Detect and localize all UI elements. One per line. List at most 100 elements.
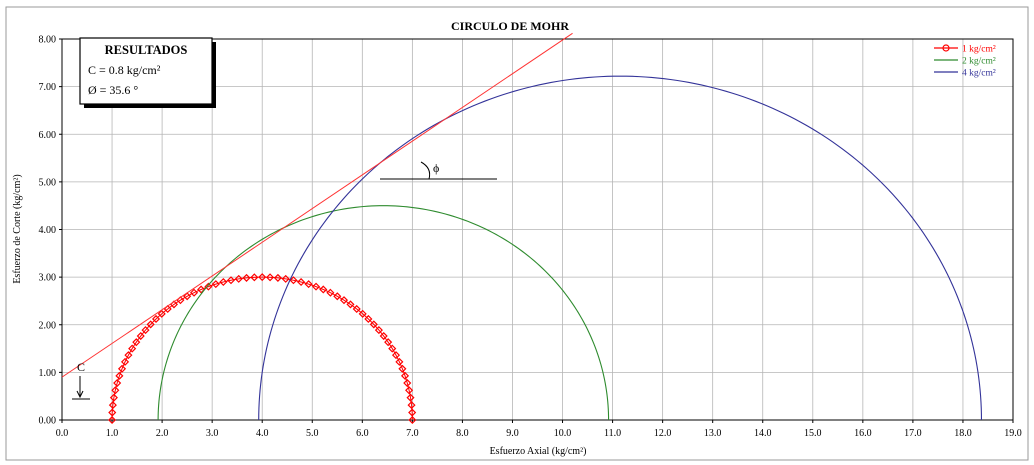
mohr-circle-2	[157, 205, 610, 421]
circle-1-marker	[111, 386, 120, 395]
failure-envelope-line	[61, 32, 573, 378]
circle-1-marker	[407, 401, 416, 410]
angle-annotation: ϕ	[380, 161, 497, 180]
legend-label-1: 1 kg/cm²	[962, 45, 996, 55]
circle-1-marker	[339, 296, 349, 305]
x-tick-label: 2.0	[156, 428, 169, 439]
circle-1-marker	[132, 338, 141, 347]
circle-1-marker	[304, 280, 313, 289]
x-tick-label: 1.0	[106, 428, 119, 439]
y-tick-label: 5.00	[39, 177, 57, 188]
x-tick-label: 9.0	[506, 428, 519, 439]
legend-label-2: 2 kg/cm²	[962, 57, 996, 67]
circle-1-marker	[189, 288, 199, 297]
circle-1-marker	[379, 331, 388, 341]
x-tick-label: 19.0	[1004, 428, 1022, 439]
results-cohesion: C = 0.8 kg/cm²	[88, 63, 161, 77]
circle-1-marker	[406, 393, 415, 402]
chart-title: CIRCULO DE MOHR	[451, 19, 569, 33]
circle-1-marker	[204, 282, 213, 291]
cohesion-label: C	[77, 360, 85, 374]
legend-label-3: 4 kg/cm²	[962, 69, 996, 79]
circle-1-marker	[273, 273, 282, 282]
x-tick-label: 16.0	[854, 428, 872, 439]
circle-1-marker	[113, 378, 122, 388]
circle-1-marker	[234, 274, 243, 283]
circle-1-marker	[388, 344, 397, 353]
y-tick-label: 4.00	[39, 225, 57, 236]
circle-1-marker	[333, 292, 342, 301]
results-box-title: RESULTADOS	[105, 43, 188, 57]
y-tick-label: 3.00	[39, 273, 57, 284]
x-tick-label: 17.0	[904, 428, 922, 439]
circle-1-marker	[311, 282, 321, 291]
cohesion-annotation: C	[72, 360, 90, 400]
y-tick-label: 0.00	[39, 416, 57, 427]
circle-1-marker	[352, 304, 361, 314]
circle-1-marker	[157, 309, 166, 318]
y-axis-ticks: 0.00 1.00 2.00 3.00 4.00 5.00 6.00 7.00 8.00	[39, 35, 62, 427]
circle-1-marker	[297, 277, 306, 287]
angle-arc	[420, 161, 431, 180]
circle-1-marker	[358, 309, 367, 318]
circle-1-marker	[117, 364, 127, 373]
circle-1-marker	[408, 408, 417, 417]
x-tick-label: 14.0	[754, 428, 772, 439]
circle-1-marker	[226, 276, 236, 285]
x-tick-label: 10.0	[554, 428, 572, 439]
circle-1-marker	[384, 338, 393, 347]
x-tick-label: 3.0	[206, 428, 219, 439]
y-tick-label: 1.00	[39, 368, 57, 379]
x-tick-label: 0.0	[56, 428, 69, 439]
circle-1-marker	[374, 326, 383, 335]
circle-1-marker	[405, 386, 414, 395]
circle-1-marker	[128, 344, 137, 353]
circle-1-marker	[391, 351, 401, 360]
circle-1-marker	[364, 314, 373, 324]
circle-1-marker	[250, 273, 259, 282]
circle-1-marker	[211, 280, 220, 289]
circle-1-marker	[120, 357, 130, 366]
legend-marker	[942, 44, 950, 52]
x-tick-label: 11.0	[604, 428, 621, 439]
circle-1-marker	[403, 378, 412, 388]
circle-1-marker	[136, 331, 145, 341]
y-tick-label: 2.00	[39, 320, 57, 331]
circle-1-marker	[151, 314, 161, 324]
circle-1-marker	[395, 357, 404, 366]
circle-1-marker	[266, 273, 275, 282]
results-friction-angle: Ø = 35.6 °	[88, 83, 138, 97]
x-tick-label: 4.0	[256, 428, 269, 439]
y-tick-label: 6.00	[39, 130, 57, 141]
circle-1-marker	[219, 277, 228, 287]
circle-1-marker	[124, 351, 133, 360]
grid-lines	[62, 39, 1013, 420]
circle-1-marker	[115, 371, 124, 380]
results-box-frame	[79, 37, 213, 105]
circle-1-marker	[183, 292, 192, 301]
x-tick-label: 6.0	[356, 428, 369, 439]
legend: 1 kg/cm² 2 kg/cm² 4 kg/cm²	[934, 44, 996, 79]
circle-1-marker	[108, 415, 117, 425]
x-tick-label: 13.0	[704, 428, 722, 439]
mohr-circle-1	[111, 276, 413, 421]
x-tick-label: 8.0	[456, 428, 469, 439]
circle-1-marker	[319, 285, 328, 294]
circle-1-marker	[326, 288, 335, 297]
circle-1-marker	[109, 393, 118, 402]
x-tick-label: 15.0	[804, 428, 822, 439]
circle-1-marker	[108, 401, 117, 410]
x-tick-label: 18.0	[954, 428, 972, 439]
x-tick-label: 12.0	[654, 428, 672, 439]
circle-1-marker	[146, 320, 155, 329]
x-axis-ticks: 0.0 1.0 2.0 3.0 4.0 5.0 6.0 7.0 8.0 9.0 10.0 11.0 12…	[56, 420, 1022, 439]
circle-1-marker	[197, 285, 206, 294]
circle-1-marker	[258, 273, 267, 282]
circle-1-marker	[242, 273, 251, 282]
y-axis-label: Esfuerzo de Corte (kg/cm²)	[12, 174, 23, 283]
circle-1-marker	[108, 408, 117, 417]
x-tick-label: 7.0	[406, 428, 419, 439]
angle-label: ϕ	[433, 161, 439, 175]
results-box: RESULTADOS C = 0.8 kg/cm² Ø = 35.6 °	[79, 37, 216, 108]
